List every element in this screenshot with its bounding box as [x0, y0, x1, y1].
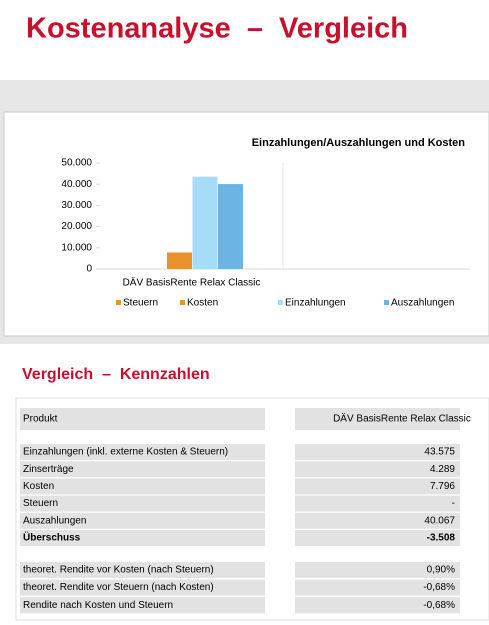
table-cell: [20, 579, 265, 596]
y-tick-label: 50.000: [61, 158, 92, 169]
table-cell: [20, 444, 265, 460]
table-cell: [20, 495, 265, 512]
table-cell: [20, 530, 265, 546]
row-label: Produkt: [23, 414, 58, 425]
legend-label: Auszahlungen: [391, 298, 454, 309]
legend-marker: [180, 300, 185, 305]
y-tick-label: 0: [86, 264, 92, 275]
legend-marker: [116, 300, 121, 305]
row-value: -0,68%: [423, 582, 455, 593]
table-cell: [295, 478, 460, 495]
table-cell: [295, 408, 460, 430]
y-tick-label: 20.000: [61, 221, 92, 232]
bar: [192, 176, 218, 269]
x-tick-label: DÄV BasisRente Relax Classic: [123, 277, 261, 289]
row-value: 40.067: [424, 515, 455, 526]
section-title: Vergleich – Kennzahlen: [22, 366, 210, 383]
legend-marker: [384, 300, 389, 305]
bar: [218, 184, 243, 269]
table-cell: [20, 478, 265, 495]
row-value: 43.575: [424, 447, 455, 458]
legend-label: Steuern: [123, 298, 158, 309]
row-label: theoret. Rendite vor Steuern (nach Koste…: [23, 582, 214, 593]
table-cell: [295, 495, 460, 512]
row-value: DÄV BasisRente Relax Classic: [333, 413, 471, 425]
table-cell: [295, 444, 460, 460]
row-label: Auszahlungen: [23, 515, 86, 526]
table-cell: [20, 512, 265, 529]
row-label: Rendite nach Kosten und Steuern: [23, 600, 173, 611]
legend-marker: [278, 300, 283, 305]
table-cell: [295, 530, 460, 546]
table-cell: [295, 597, 460, 614]
y-tick-label: 10.000: [61, 242, 92, 253]
row-value: -: [452, 498, 455, 509]
row-value: 7.796: [430, 481, 455, 492]
chart-title: Einzahlungen/Auszahlungen und Kosten: [252, 137, 466, 149]
row-label: Überschuss: [23, 531, 81, 544]
row-label: Kosten: [23, 481, 54, 492]
table-cell: [20, 597, 265, 614]
row-value: -0,68%: [423, 600, 455, 611]
table-cell: [295, 579, 460, 596]
row-label: Steuern: [23, 498, 58, 509]
chart-frame: [3, 111, 489, 337]
y-tick-label: 30.000: [61, 200, 92, 211]
y-tick-label: 40.000: [61, 179, 92, 190]
bar: [167, 252, 192, 269]
table-cell: [20, 562, 265, 578]
table-cell: [295, 512, 460, 529]
row-value: 0,90%: [427, 565, 455, 576]
row-label: Zinserträge: [23, 464, 74, 475]
row-label: theoret. Rendite vor Kosten (nach Steuer…: [23, 565, 214, 576]
legend-label: Einzahlungen: [285, 298, 346, 309]
table-cell: [295, 562, 460, 578]
page-title: Kostenanalyse – Vergleich: [26, 13, 408, 45]
legend-label: Kosten: [187, 298, 218, 309]
table-cell: [20, 461, 265, 478]
row-value: -3.508: [427, 533, 456, 544]
table-cell: [295, 461, 460, 478]
table-cell: [20, 408, 265, 430]
row-value: 4.289: [430, 464, 455, 475]
row-label: Einzahlungen (inkl. externe Kosten & Ste…: [23, 447, 228, 458]
